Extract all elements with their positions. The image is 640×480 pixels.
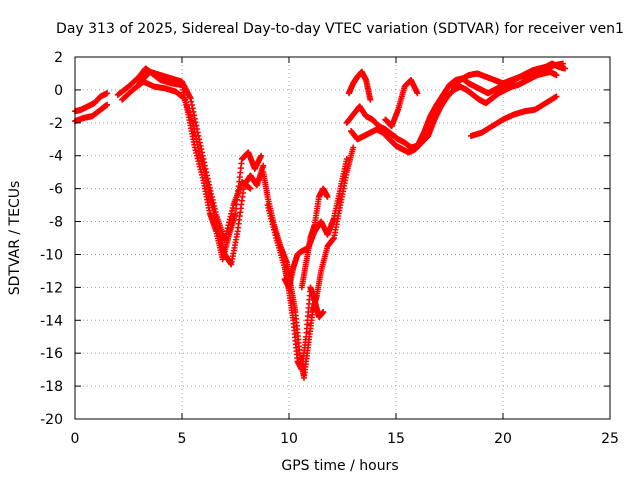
data-point (350, 144, 357, 151)
series-band-late-5 (467, 93, 560, 139)
series-band-late-4 (382, 77, 421, 130)
data-point (367, 96, 374, 103)
data-point (247, 185, 254, 192)
x-tick-label: 15 (387, 431, 405, 447)
data-point (414, 90, 421, 97)
series-band-main-3 (136, 68, 254, 243)
series-band-early (72, 90, 111, 115)
y-tick-label: -4 (49, 149, 63, 165)
data-point (559, 60, 566, 67)
series-band-late-6 (448, 60, 566, 90)
data-points (72, 60, 569, 381)
data-point (320, 309, 327, 316)
y-tick-label: -2 (49, 116, 63, 132)
y-tick-label: -6 (49, 182, 63, 198)
data-point (104, 101, 111, 108)
y-tick-label: -10 (40, 247, 63, 263)
y-tick-label: -20 (40, 412, 63, 428)
plot-frame (74, 56, 611, 420)
series-band-late-2 (348, 68, 560, 156)
series-band-dip-4 (298, 185, 331, 291)
y-axis-label: SDTVAR / TECUs (7, 181, 23, 296)
data-point (324, 193, 331, 200)
y-tick-label: -12 (40, 280, 63, 296)
y-tick-label: 2 (54, 50, 63, 66)
data-point (562, 65, 569, 72)
series-band-early-low (72, 101, 111, 125)
data-point (258, 152, 265, 159)
chart-title: Day 313 of 2025, Sidereal Day-to-day VTE… (56, 21, 624, 37)
data-point (260, 162, 267, 169)
x-tick-label: 25 (601, 431, 619, 447)
y-tick-label: -16 (40, 346, 63, 362)
data-point (104, 90, 111, 97)
series-band-late-3 (345, 68, 374, 103)
data-point (343, 156, 350, 163)
x-tick-label: 20 (494, 431, 512, 447)
data-point (553, 93, 560, 100)
x-tick-label: 0 (71, 431, 80, 447)
y-tick-label: 0 (54, 83, 63, 99)
x-tick-label: 10 (280, 431, 298, 447)
y-tick-label: -14 (40, 313, 63, 329)
y-tick-label: -18 (40, 379, 63, 395)
x-tick-label: 5 (178, 431, 187, 447)
data-point (553, 72, 560, 79)
series-band-dip-2 (264, 202, 327, 373)
y-tick-label: -8 (49, 215, 63, 231)
x-axis-label: GPS time / hours (281, 458, 398, 474)
